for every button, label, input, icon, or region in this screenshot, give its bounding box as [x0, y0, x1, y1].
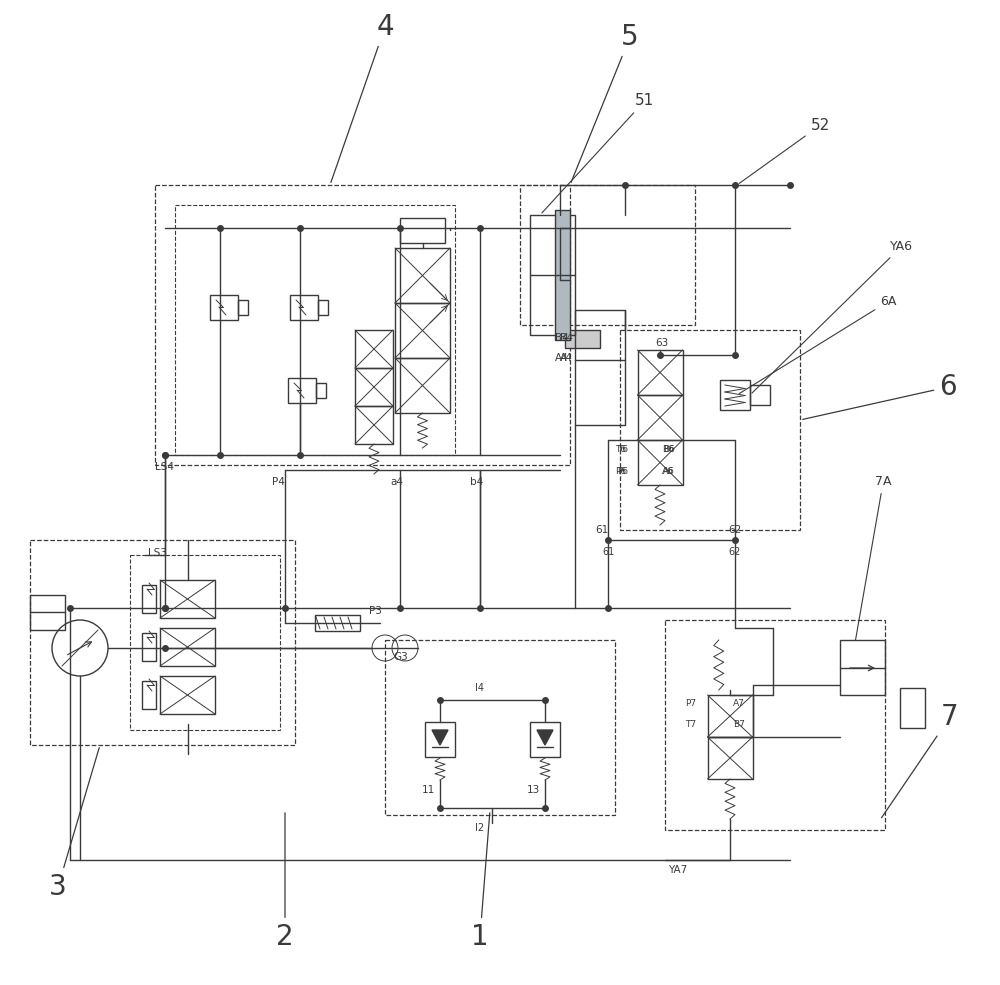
Text: P6: P6	[616, 467, 627, 476]
Bar	[840, 640, 885, 695]
Bar	[620, 330, 800, 530]
Bar	[238, 300, 248, 315]
Text: YA6: YA6	[752, 240, 913, 393]
Text: 4: 4	[331, 13, 394, 182]
Bar	[160, 676, 215, 714]
Bar	[30, 540, 295, 745]
Bar	[400, 218, 445, 243]
Text: 1: 1	[471, 813, 490, 951]
Text: 62: 62	[728, 547, 740, 557]
Text: 52: 52	[739, 118, 830, 183]
Bar	[565, 330, 600, 348]
Bar	[708, 737, 753, 779]
Bar	[155, 185, 570, 465]
Bar	[638, 440, 682, 485]
Text: P7: P7	[686, 699, 697, 708]
Text: 7: 7	[882, 703, 959, 818]
Text: A4: A4	[560, 353, 573, 363]
Text: 61: 61	[602, 547, 615, 557]
Bar	[288, 378, 316, 403]
Text: A6: A6	[663, 467, 675, 476]
Text: B4: B4	[560, 333, 573, 343]
Bar	[530, 215, 575, 335]
Polygon shape	[537, 730, 553, 745]
Text: 62: 62	[728, 525, 741, 535]
Bar	[130, 555, 280, 730]
Bar	[142, 585, 156, 613]
Bar	[708, 695, 753, 737]
Text: B7: B7	[733, 720, 745, 729]
Text: a4: a4	[390, 477, 403, 487]
Bar	[175, 205, 455, 455]
Bar	[355, 368, 393, 406]
Bar	[665, 620, 885, 830]
Text: A6: A6	[662, 467, 674, 476]
Text: 63: 63	[655, 338, 668, 348]
Text: B6: B6	[662, 444, 674, 453]
Bar	[316, 383, 326, 398]
Bar	[30, 595, 65, 630]
Bar	[385, 640, 615, 815]
Text: P6: P6	[618, 467, 629, 476]
Bar	[142, 681, 156, 709]
Text: P4: P4	[272, 477, 285, 487]
Bar	[355, 330, 393, 368]
Bar	[720, 380, 750, 410]
Text: 51: 51	[542, 93, 655, 213]
Text: T6: T6	[618, 444, 629, 453]
Text: LS3: LS3	[148, 548, 167, 558]
Bar	[638, 350, 682, 395]
Bar	[900, 688, 925, 728]
Text: T6: T6	[616, 444, 627, 453]
Text: YA7: YA7	[668, 865, 687, 875]
Text: 11: 11	[422, 785, 435, 795]
Text: 7A: 7A	[855, 475, 892, 640]
Text: B6: B6	[663, 444, 675, 453]
Bar	[638, 395, 682, 440]
Bar	[355, 406, 393, 444]
Text: G3: G3	[393, 652, 408, 662]
Text: 6: 6	[803, 373, 957, 420]
Bar	[395, 303, 450, 358]
Bar	[315, 615, 360, 631]
Text: P3: P3	[369, 606, 382, 616]
Bar	[160, 580, 215, 618]
Text: T7: T7	[686, 720, 697, 729]
Bar	[395, 358, 450, 413]
Bar	[290, 295, 318, 320]
Text: 6A: 6A	[739, 295, 896, 394]
Text: 2: 2	[276, 813, 294, 951]
Text: I4: I4	[475, 683, 484, 693]
Text: 5: 5	[571, 23, 639, 182]
Text: I2: I2	[475, 823, 484, 833]
Text: b4: b4	[470, 477, 483, 487]
Bar	[210, 295, 238, 320]
Bar	[395, 248, 450, 303]
Bar	[555, 210, 570, 340]
Bar	[425, 722, 455, 757]
Text: A4: A4	[555, 353, 569, 363]
Bar	[750, 385, 770, 405]
Text: B4: B4	[555, 333, 569, 343]
Bar	[530, 722, 560, 757]
Bar	[575, 310, 625, 425]
Text: 61: 61	[596, 525, 609, 535]
Bar	[520, 185, 695, 325]
Text: 13: 13	[527, 785, 540, 795]
Bar	[142, 633, 156, 661]
Text: A7: A7	[733, 699, 745, 708]
Text: LS4: LS4	[155, 462, 174, 472]
Bar	[318, 300, 328, 315]
Bar	[160, 628, 215, 666]
Text: 3: 3	[49, 748, 99, 901]
Polygon shape	[432, 730, 448, 745]
